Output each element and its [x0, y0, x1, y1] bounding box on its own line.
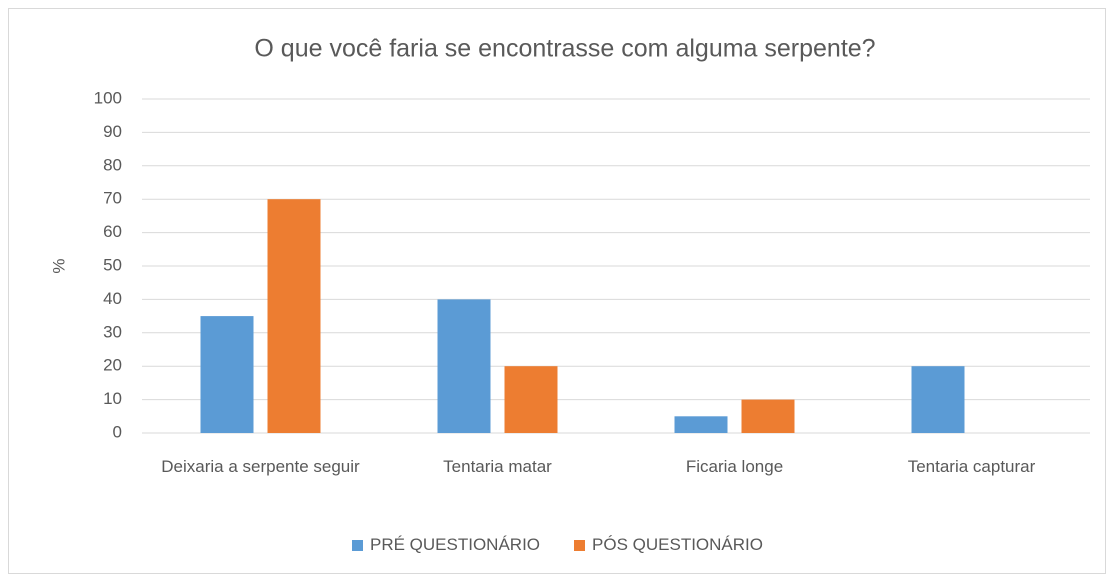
chart-title: O que você faria se encontrasse com algu…: [254, 35, 875, 63]
x-tick-label: Ficaria longe: [685, 457, 784, 476]
bar: [504, 366, 558, 433]
y-tick-label: 30: [103, 322, 122, 341]
legend: PRÉ QUESTIONÁRIO PÓS QUESTIONÁRIO: [0, 535, 1115, 555]
y-tick-label: 60: [103, 222, 122, 241]
bar: [741, 399, 795, 433]
y-tick-label: 20: [103, 356, 122, 375]
y-tick-label: 70: [103, 189, 122, 208]
bar: [200, 316, 254, 433]
legend-item: PÓS QUESTIONÁRIO: [574, 535, 763, 555]
bar: [267, 199, 321, 433]
y-tick-label: 40: [103, 289, 122, 308]
bar: [674, 416, 728, 433]
y-axis-label: %: [49, 258, 68, 273]
bar: [437, 299, 491, 433]
legend-swatch: [351, 539, 363, 551]
y-tick-label: 100: [94, 88, 122, 107]
y-tick-label: 10: [103, 389, 122, 408]
x-tick-label: Deixaria a serpente seguir: [161, 457, 360, 476]
x-tick-label: Tentaria matar: [443, 457, 552, 476]
bar: [911, 366, 965, 433]
legend-label: PRÉ QUESTIONÁRIO: [369, 535, 541, 554]
chart-border: [8, 8, 1106, 574]
legend-item: PRÉ QUESTIONÁRIO: [351, 535, 541, 555]
legend-swatch: [574, 539, 586, 551]
legend-label: PÓS QUESTIONÁRIO: [592, 535, 763, 554]
x-tick-label: Tentaria capturar: [907, 457, 1036, 476]
y-tick-label: 80: [103, 155, 122, 174]
y-tick-label: 50: [103, 255, 122, 274]
y-tick-label: 0: [113, 422, 122, 441]
y-tick-label: 90: [103, 122, 122, 141]
